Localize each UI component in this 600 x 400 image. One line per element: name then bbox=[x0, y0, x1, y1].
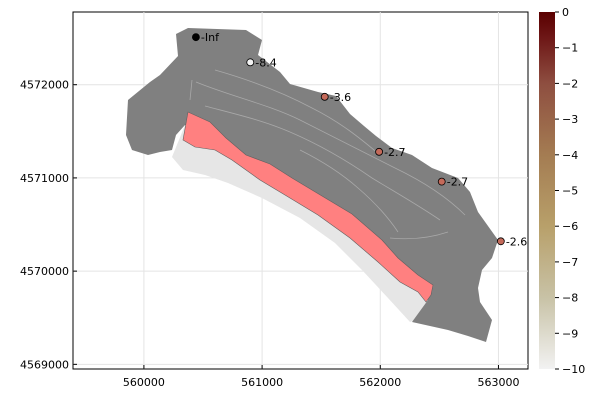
colorbar-tick-label: −4 bbox=[562, 149, 578, 162]
well-point-label: -3.6 bbox=[330, 91, 351, 104]
colorbar bbox=[539, 12, 555, 369]
well-point-marker bbox=[246, 58, 255, 67]
axis-ticks: 560000 561000 562000 563000 4569000 4570000 45… bbox=[20, 79, 519, 389]
colorbar-tick-label: −10 bbox=[562, 363, 585, 376]
well-point-label: -Inf bbox=[201, 31, 220, 44]
colorbar-ticks: 0 −1 −2 −3 −4 −5 −6 −7 −8 −9 −10 bbox=[555, 6, 585, 376]
x-tick-label: 562000 bbox=[359, 376, 401, 389]
y-tick-label: 4569000 bbox=[20, 358, 69, 371]
flooded-region bbox=[182, 111, 434, 303]
x-tick-label: 563000 bbox=[477, 376, 519, 389]
colorbar-tick-label: 0 bbox=[562, 6, 569, 19]
colorbar-tick-label: −7 bbox=[562, 256, 578, 269]
stream-lines bbox=[189, 69, 466, 240]
well-point-marker bbox=[437, 177, 446, 186]
well-point-label: -8.4 bbox=[255, 56, 276, 69]
colorbar-tick-label: −5 bbox=[562, 185, 578, 198]
colorbar-tick-label: −6 bbox=[562, 220, 578, 233]
colorbar-tick-label: −8 bbox=[562, 292, 578, 305]
well-point-marker bbox=[320, 92, 329, 101]
y-tick-label: 4570000 bbox=[20, 265, 69, 278]
well-points: -Inf -8.4 -3.6 -2.7 -2.7 -2.6 bbox=[192, 31, 527, 248]
well-point-label: -2.7 bbox=[384, 146, 405, 159]
catchment-region bbox=[126, 28, 498, 342]
x-tick-label: 560000 bbox=[123, 376, 165, 389]
x-tick-label: 561000 bbox=[241, 376, 283, 389]
floodplain-region bbox=[172, 125, 428, 322]
colorbar-tick-label: −9 bbox=[562, 327, 578, 340]
colorbar-tick-label: −3 bbox=[562, 113, 578, 126]
well-point-label: -2.6 bbox=[506, 235, 527, 248]
colorbar-tick-label: −2 bbox=[562, 77, 578, 90]
y-tick-label: 4571000 bbox=[20, 172, 69, 185]
well-point-marker bbox=[496, 237, 505, 246]
well-point-marker bbox=[375, 147, 383, 156]
y-tick-label: 4572000 bbox=[20, 79, 69, 92]
colorbar-tick-label: −1 bbox=[562, 42, 578, 55]
well-point-marker bbox=[192, 33, 200, 42]
well-point-label: -2.7 bbox=[447, 176, 468, 189]
